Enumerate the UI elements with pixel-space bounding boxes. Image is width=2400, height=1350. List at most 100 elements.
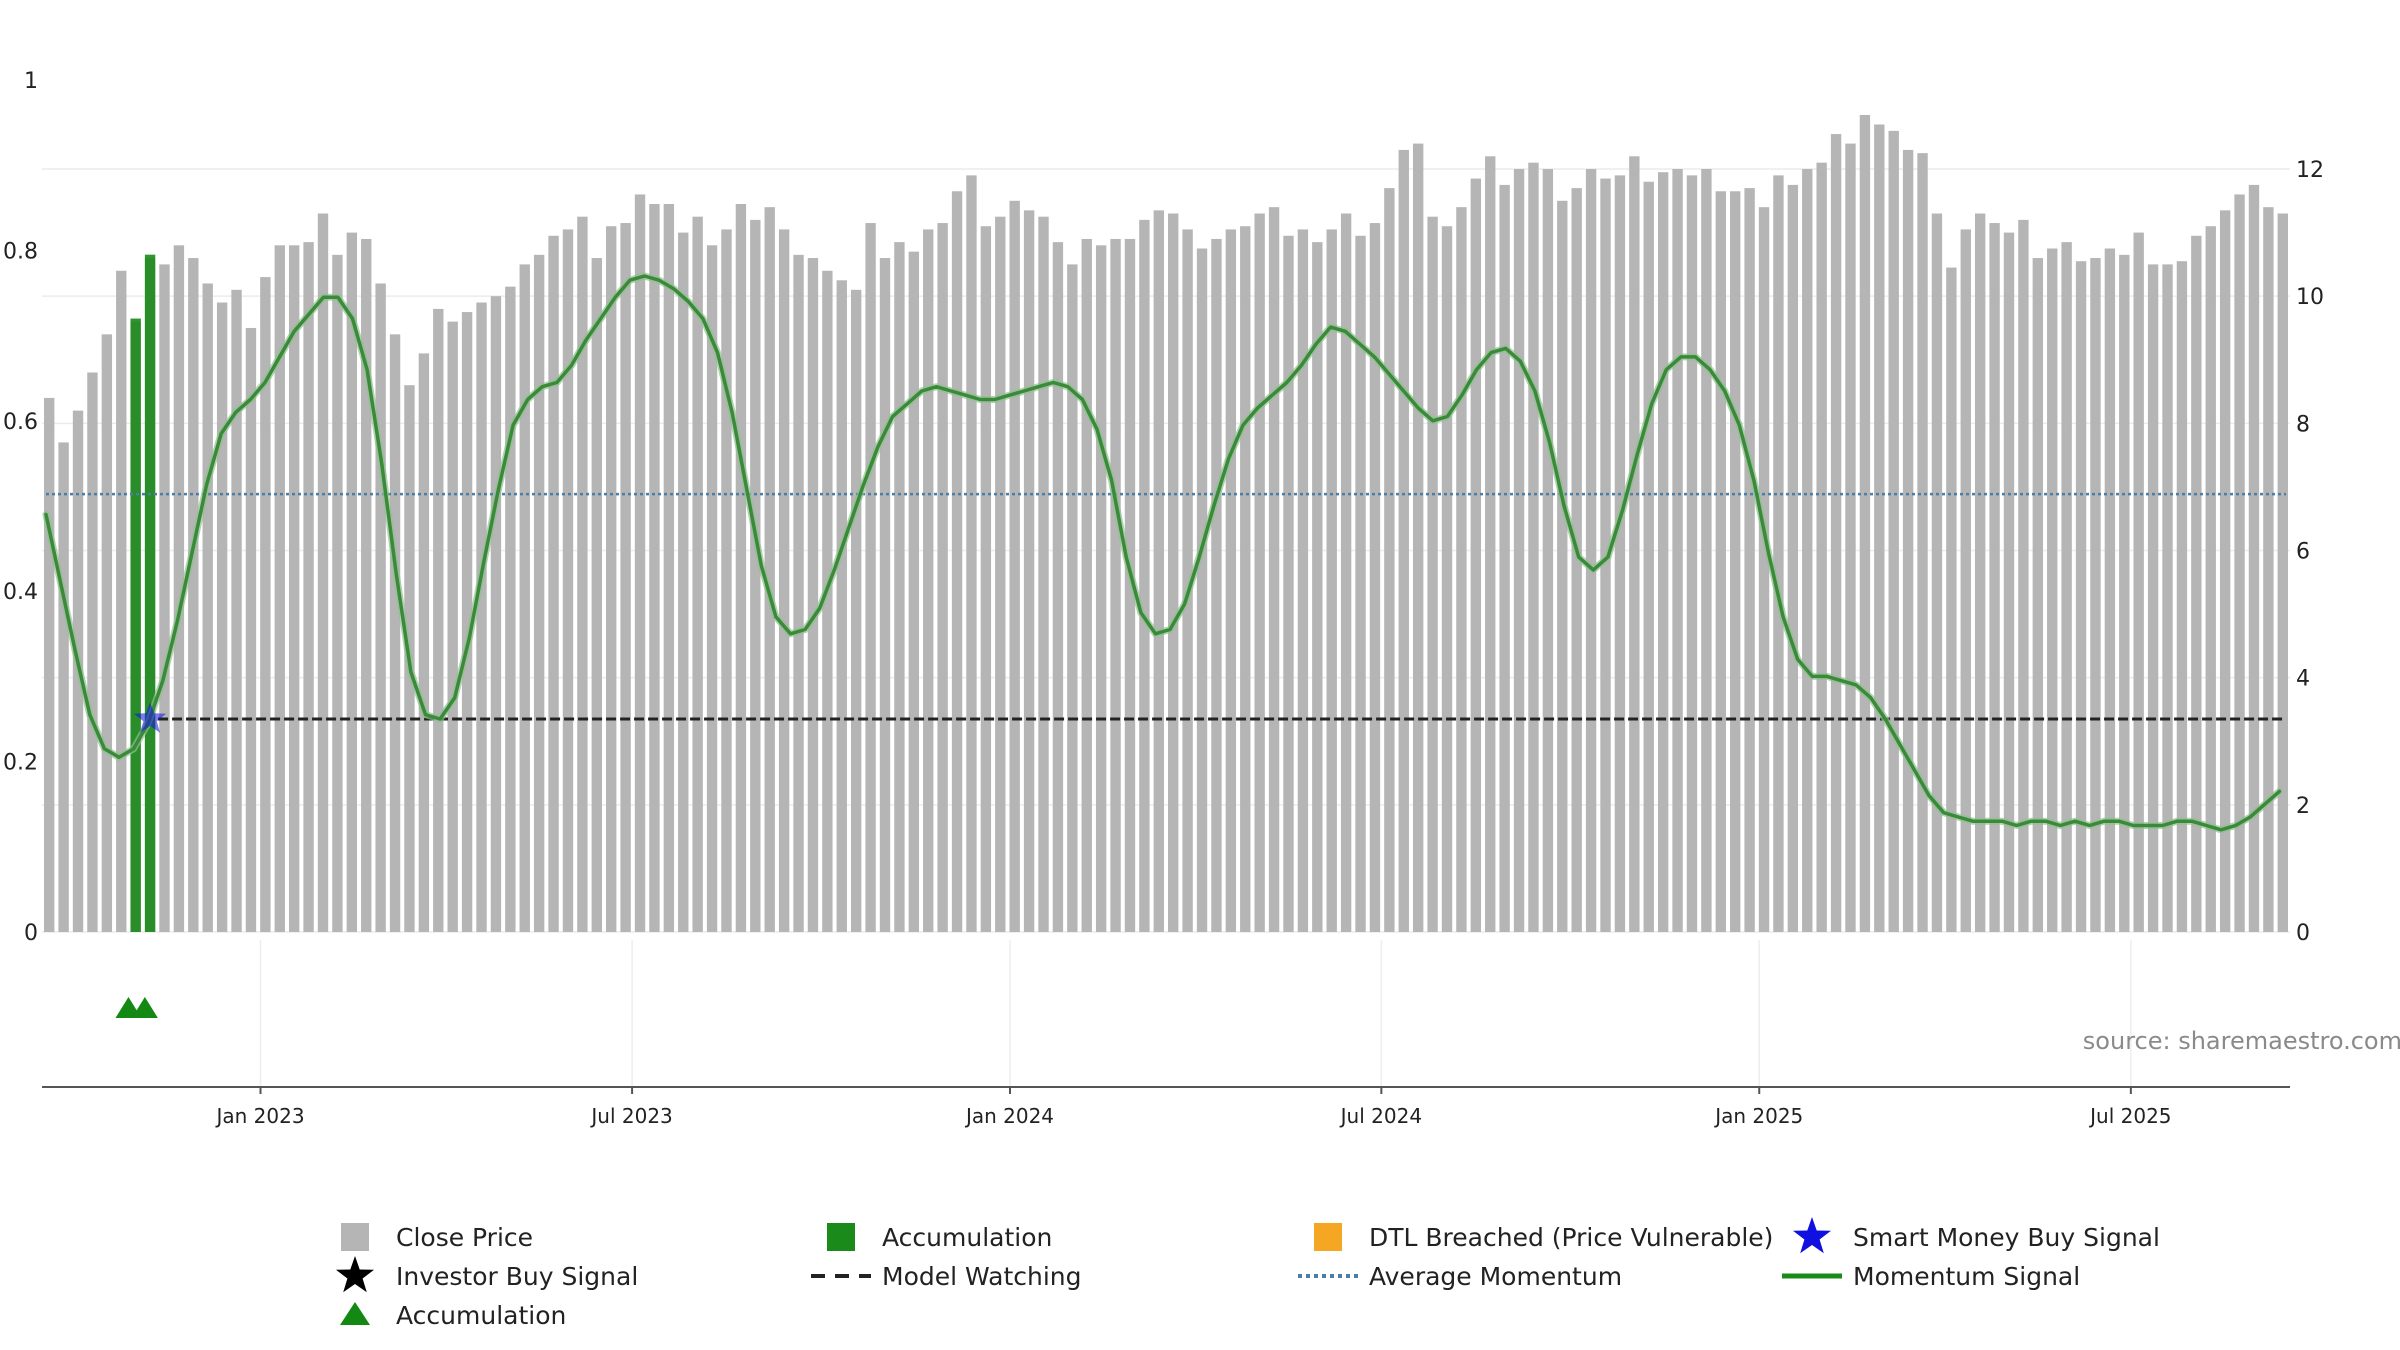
left-y-tick-label-1: 0.2 <box>3 751 38 776</box>
momentum-series <box>42 272 2283 834</box>
close-price-bar <box>1773 175 1784 932</box>
close-price-bar <box>101 334 113 932</box>
close-price-bar <box>2075 261 2087 932</box>
close-price-bar <box>2234 194 2245 932</box>
close-price-bar <box>634 194 646 932</box>
legend-star-icon <box>1793 1217 1831 1254</box>
close-price-bar <box>476 302 487 932</box>
close-price-bar <box>793 254 804 932</box>
close-price-bar <box>1081 238 1092 933</box>
legend-label: Average Momentum <box>1369 1262 1622 1291</box>
close-price-bar <box>505 286 516 932</box>
close-price-bar <box>1816 162 1827 932</box>
close-price-bar <box>231 289 242 932</box>
close-price-bar <box>1513 169 1525 933</box>
close-price-bar <box>1542 169 1554 933</box>
legend-label: Accumulation <box>396 1301 566 1330</box>
close-price-bar <box>1859 114 1871 932</box>
lower-panel <box>115 997 158 1018</box>
close-price-bar <box>58 442 69 932</box>
legend-star-icon <box>336 1256 374 1293</box>
close-price-bar <box>937 223 948 933</box>
legend-label: DTL Breached (Price Vulnerable) <box>1369 1223 1773 1252</box>
close-price-bar <box>1326 229 1337 932</box>
close-price-bar <box>317 213 329 932</box>
close-price-bar <box>2119 254 2130 932</box>
close-price-bar <box>2205 226 2216 933</box>
legend-item: Model Watching <box>811 1262 1082 1291</box>
left-y-tick-label-0: 0 <box>24 921 38 946</box>
x-tick-label-4: Jan 2025 <box>1713 1104 1803 1128</box>
close-price-bar <box>879 258 891 932</box>
close-price-bar <box>1888 130 1899 933</box>
close-price-bar <box>894 242 905 932</box>
close-price-bar <box>620 223 631 933</box>
reference-lines <box>46 492 2286 721</box>
close-price-bar <box>1902 149 1914 932</box>
close-price-bar <box>1585 169 1597 933</box>
x-tick-label-5: Jul 2025 <box>2088 1104 2171 1128</box>
legend-item: Accumulation <box>340 1301 566 1330</box>
close-price-bar <box>288 245 300 933</box>
close-price-bar <box>1067 264 1078 932</box>
close-price-bar <box>274 245 285 933</box>
close-price-bar <box>1110 238 1121 933</box>
close-price-bar <box>2191 235 2202 932</box>
close-price-bar <box>2090 258 2101 932</box>
right-y-tick-label-0: 0 <box>2296 921 2310 946</box>
legend-item: Smart Money Buy Signal <box>1793 1217 2160 1254</box>
legend-item: Average Momentum <box>1298 1262 1622 1291</box>
accumulation-bar <box>130 318 141 932</box>
close-price-bar <box>1268 207 1280 932</box>
close-price-bar <box>1340 213 1352 932</box>
left-y-tick-label-3: 0.6 <box>3 410 38 435</box>
close-price-bar <box>1686 175 1698 932</box>
close-price-bar <box>1744 188 1755 933</box>
right-y-axis: 0 2 4 6 8 10 12 <box>2296 158 2324 946</box>
close-price-bar <box>1456 207 1467 932</box>
close-price-bar <box>1989 223 2000 933</box>
right-y-tick-label-6: 12 <box>2296 158 2324 183</box>
close-price-bar <box>2147 264 2159 932</box>
close-price-bar <box>1168 213 1179 932</box>
close-price-bar <box>721 229 732 932</box>
close-price-bar <box>1499 184 1510 932</box>
close-price-bar <box>519 264 530 932</box>
close-price-bar <box>2018 219 2029 932</box>
legend-item: Accumulation <box>827 1223 1052 1252</box>
legend-item: DTL Breached (Price Vulnerable) <box>1314 1223 1773 1252</box>
accumulation-triangle <box>115 997 142 1018</box>
close-price-bar <box>850 289 862 932</box>
close-price-bar <box>1283 235 1294 932</box>
right-y-tick-label-1: 2 <box>2296 794 2310 819</box>
close-price-bar <box>1139 219 1150 932</box>
close-price-bar <box>923 229 934 932</box>
close-price-bar <box>2277 213 2288 932</box>
close-price-bar <box>1240 226 1251 933</box>
close-price-bar <box>1009 200 1020 932</box>
close-price-bars <box>44 114 2288 933</box>
close-price-bar <box>332 254 343 932</box>
smart-money-signal-star <box>133 702 167 733</box>
close-price-bar <box>807 258 819 932</box>
signal-markers <box>133 702 167 733</box>
close-price-bar <box>346 232 358 932</box>
close-price-bar <box>1384 188 1395 933</box>
close-price-bar <box>389 334 401 932</box>
left-y-tick-label-2: 0.4 <box>3 580 38 605</box>
x-tick-label-2: Jan 2024 <box>964 1104 1054 1128</box>
close-price-bar <box>1557 200 1568 932</box>
close-price-bar <box>1974 213 1986 932</box>
close-price-bar <box>1571 188 1582 933</box>
close-price-bar <box>1730 191 1741 932</box>
close-price-bar <box>577 216 588 933</box>
close-price-bar <box>764 207 775 932</box>
close-price-bar <box>1787 184 1799 932</box>
legend-label: Accumulation <box>882 1223 1052 1252</box>
close-price-bar <box>1441 226 1453 933</box>
close-price-bar <box>1211 238 1222 933</box>
legend-label: Investor Buy Signal <box>396 1262 638 1291</box>
close-price-bar <box>980 226 992 933</box>
right-y-tick-label-4: 8 <box>2296 412 2310 437</box>
close-price-bar <box>951 191 963 932</box>
